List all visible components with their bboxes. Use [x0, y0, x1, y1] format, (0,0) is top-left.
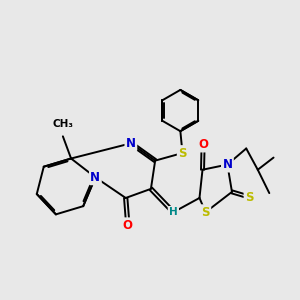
- Text: O: O: [198, 138, 208, 151]
- Text: CH₃: CH₃: [52, 119, 74, 129]
- Text: S: S: [201, 206, 210, 219]
- Text: H: H: [169, 207, 178, 217]
- Text: N: N: [126, 137, 136, 150]
- Text: N: N: [90, 171, 100, 184]
- Text: O: O: [123, 219, 133, 232]
- Text: S: S: [178, 146, 187, 160]
- Text: N: N: [222, 158, 233, 171]
- Text: S: S: [245, 190, 254, 204]
